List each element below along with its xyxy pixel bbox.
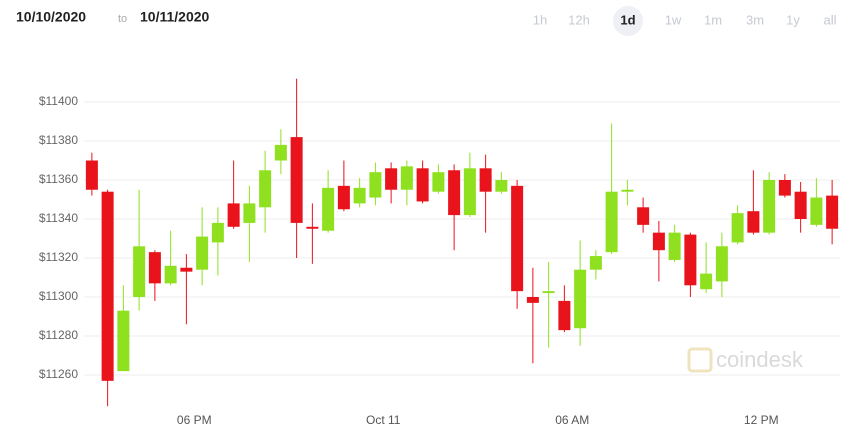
y-tick-label: $11320 — [39, 250, 78, 264]
candle-body — [684, 234, 697, 286]
date-separator: to — [118, 13, 127, 25]
range-button[interactable]: all — [823, 12, 836, 27]
y-tick-label: $11360 — [39, 172, 78, 186]
candle-body — [369, 172, 382, 198]
range-selected-bg — [613, 6, 643, 36]
range-button[interactable]: 1m — [704, 12, 722, 27]
y-tick-label: $11280 — [39, 328, 78, 342]
candle-body — [511, 185, 524, 292]
x-tick-label: 06 PM — [177, 413, 212, 427]
candle-body — [463, 168, 476, 216]
candle-body — [810, 197, 823, 225]
candle-body — [322, 187, 335, 231]
candle-body — [148, 252, 161, 284]
candle-body — [306, 226, 319, 229]
candle-body — [479, 168, 492, 192]
start-date[interactable]: 10/10/2020 — [16, 9, 86, 25]
candle-body — [432, 172, 445, 192]
candle-body — [747, 211, 760, 233]
watermark: coindesk — [687, 347, 804, 373]
y-tick-label: $11380 — [39, 133, 78, 147]
candle-body — [243, 203, 256, 223]
candle-body — [495, 180, 508, 192]
candle-body — [589, 256, 602, 270]
candle-body — [196, 236, 209, 270]
candle-body — [637, 207, 650, 225]
candle-body — [621, 189, 634, 192]
x-tick-label: Oct 11 — [366, 413, 401, 427]
candle-body — [652, 232, 665, 251]
range-button[interactable]: 1w — [665, 12, 682, 27]
candle-body — [715, 246, 728, 282]
candle-body — [416, 168, 429, 202]
y-tick-label: $11340 — [39, 211, 78, 225]
range-button[interactable]: 1h — [533, 12, 547, 27]
candle-body — [180, 267, 193, 272]
candle-body — [227, 203, 240, 227]
candle-body — [542, 291, 555, 294]
candle-body — [558, 300, 571, 331]
candle-body — [133, 246, 146, 297]
candle-body — [337, 185, 350, 210]
candle-body — [385, 168, 398, 190]
candle-body — [574, 269, 587, 329]
candle-body — [353, 187, 366, 204]
y-tick-label: $11300 — [39, 289, 78, 303]
range-button[interactable]: 3m — [746, 12, 764, 27]
candle-body — [794, 191, 807, 219]
candle-body — [117, 310, 130, 372]
candle-body — [778, 180, 791, 196]
candle-body — [400, 166, 413, 190]
candle-body — [164, 265, 177, 284]
candle-body — [526, 297, 539, 303]
x-tick-label: 06 AM — [555, 413, 589, 427]
end-date[interactable]: 10/11/2020 — [140, 9, 210, 25]
candle-body — [826, 195, 839, 229]
candle-body — [101, 191, 114, 381]
range-button[interactable]: 1d — [620, 12, 635, 27]
candle-body — [605, 191, 618, 253]
range-button[interactable]: 1y — [786, 12, 800, 27]
candle-body — [274, 144, 287, 161]
watermark-text: coindesk — [716, 347, 804, 372]
x-tick-label: 12 PM — [744, 413, 779, 427]
candle-body — [259, 170, 272, 208]
candle-body — [211, 222, 224, 243]
candle-body — [448, 170, 461, 216]
watermark-logo — [687, 347, 713, 373]
candle-body — [668, 232, 681, 260]
y-tick-label: $11400 — [39, 94, 78, 108]
candle-body — [290, 137, 303, 223]
candle-body — [763, 180, 776, 233]
candle-body — [700, 273, 713, 290]
y-tick-label: $11260 — [39, 367, 78, 381]
candle-body — [85, 160, 98, 190]
range-button[interactable]: 12h — [568, 12, 590, 27]
candle-body — [731, 213, 744, 243]
